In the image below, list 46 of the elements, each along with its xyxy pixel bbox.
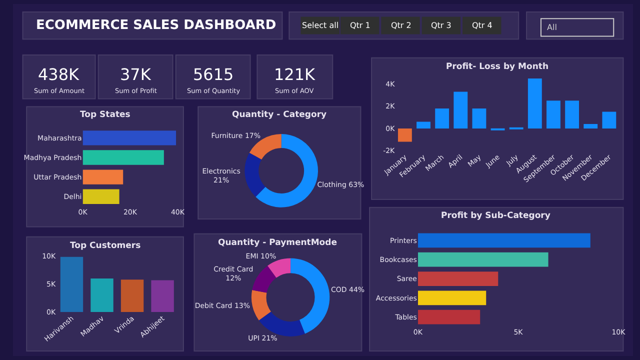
bar: [82, 189, 120, 204]
bar: [398, 128, 412, 142]
donut-slice: [252, 266, 276, 293]
bar: [602, 112, 616, 128]
chart-title: Profit by Sub-Category: [441, 211, 551, 221]
text: Qtr 4: [472, 21, 492, 30]
text: 37K: [120, 65, 152, 84]
bar: [528, 78, 542, 128]
text: All: [547, 23, 557, 32]
bar: [472, 108, 486, 128]
chart-title: Quantity - PaymentMode: [218, 238, 338, 248]
text: 438K: [38, 65, 80, 84]
text: Qtr 2: [391, 21, 412, 30]
chart-title: Top States: [80, 110, 130, 120]
bar: [151, 280, 174, 312]
bar: [418, 272, 498, 286]
donut-slice: [244, 152, 266, 197]
bar: [565, 100, 580, 128]
donut-slice: [251, 290, 271, 320]
bar: [120, 280, 144, 312]
bar: [435, 108, 450, 128]
text: Qtr 1: [350, 21, 370, 30]
bar: [82, 170, 124, 184]
bar: [418, 290, 486, 306]
text: Select all: [302, 21, 339, 30]
bar: [82, 150, 164, 165]
bar: [60, 256, 84, 312]
text: ECOMMERCE SALES DASHBOARD: [36, 18, 276, 33]
bar: [546, 100, 560, 128]
bar: [584, 124, 598, 128]
bar: [418, 233, 590, 248]
chart-title: Profit- Loss by Month: [446, 62, 548, 72]
bar: [418, 310, 480, 324]
bar: [454, 92, 468, 128]
text: 5615: [193, 65, 234, 84]
chart-title: Top Customers: [70, 241, 141, 251]
bar: [418, 252, 548, 267]
chart-title: Quantity - Category: [232, 110, 328, 120]
bar: [416, 122, 430, 128]
bar: [90, 278, 114, 312]
donut-slice: [268, 258, 291, 278]
bar: [82, 130, 176, 146]
text: Qtr 3: [431, 21, 452, 30]
donut-slice: [258, 312, 305, 336]
text: 121K: [274, 65, 316, 84]
donut-slice: [290, 258, 330, 334]
